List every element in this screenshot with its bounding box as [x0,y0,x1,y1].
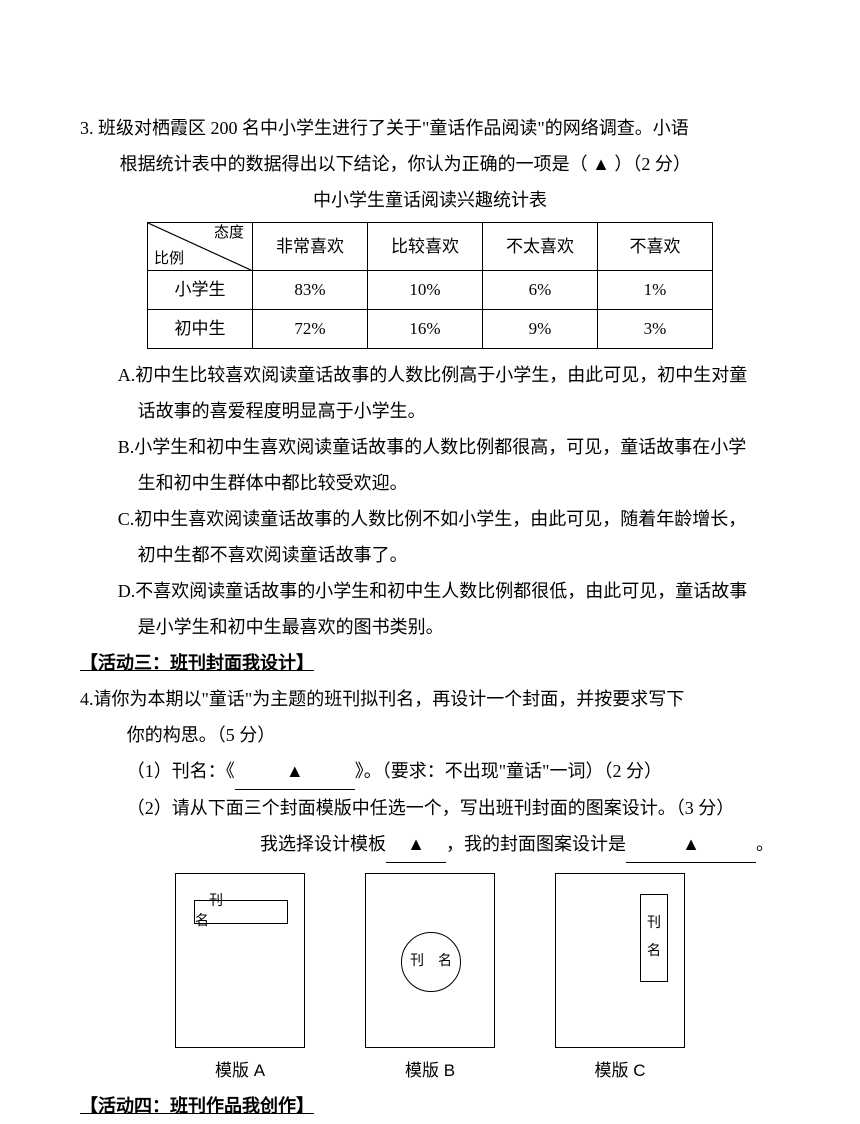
template-c-box: 刊 名 [555,873,685,1048]
diag-header-cell: 态度 比例 [148,223,253,271]
template-b-circle: 刊 名 [401,932,461,992]
interest-table: 态度 比例 非常喜欢 比较喜欢 不太喜欢 不喜欢 小学生 83% 10% 6% … [147,222,713,349]
cell: 1% [598,271,713,310]
template-b: 刊 名 模版 B [365,873,495,1088]
question-3: 3. 班级对栖霞区 200 名中小学生进行了关于"童话作品阅读"的网络调查。小语… [80,110,780,645]
col-header: 不太喜欢 [483,223,598,271]
template-a-box: 刊 名 [175,873,305,1048]
template-c-title: 刊 名 [640,894,668,982]
q4-sub2: （2）请从下面三个封面模版中任选一个，写出班刊封面的图案设计。（3 分） [80,790,780,826]
q3-table-title: 中小学生童话阅读兴趣统计表 [80,182,780,218]
option-b-line2: 生和初中生群体中都比较受欢迎。 [80,465,780,501]
option-c-line1: C.初中生喜欢阅读童话故事的人数比例不如小学生，由此可见，随着年龄增长， [80,501,780,537]
template-a: 刊 名 模版 A [175,873,305,1088]
template-b-title: 刊 名 [410,948,452,976]
fill-text-1: 我选择设计模板 [260,834,386,854]
cell: 72% [253,310,368,349]
cell: 6% [483,271,598,310]
fill-text-2: ，我的封面图案设计是 [446,834,626,854]
template-c-label: 模版 C [595,1054,646,1088]
cell: 10% [368,271,483,310]
template-a-title: 刊 名 [194,900,288,924]
tc-char2: 名 [647,938,661,966]
cell: 16% [368,310,483,349]
q4-num: 4. [80,689,94,709]
diag-bottom-label: 比例 [154,249,184,270]
table-row: 小学生 83% 10% 6% 1% [148,271,713,310]
col-header: 不喜欢 [598,223,713,271]
option-d-line1: D.不喜欢阅读童话故事的小学生和初中生人数比例都很低，由此可见，童话故事 [80,573,780,609]
col-header: 非常喜欢 [253,223,368,271]
table-row: 态度 比例 非常喜欢 比较喜欢 不太喜欢 不喜欢 [148,223,713,271]
cell: 83% [253,271,368,310]
template-b-label: 模版 B [405,1054,455,1088]
q4-s1a: （1）刊名：《 [127,761,235,781]
option-a-line2: 话故事的喜爱程度明显高于小学生。 [80,393,780,429]
q3-text1: 班级对栖霞区 200 名中小学生进行了关于"童话作品阅读"的网络调查。小语 [98,118,689,138]
cell: 3% [598,310,713,349]
option-a-line1: A.初中生比较喜欢阅读童话故事的人数比例高于小学生，由此可见，初中生对童 [80,357,780,393]
option-c-line2: 初中生都不喜欢阅读童话故事了。 [80,537,780,573]
diag-top-label: 态度 [214,223,244,244]
q4-text2: 你的构思。（5 分） [80,717,780,753]
q4-sub1: （1）刊名：《▲》。（要求：不出现"童话"一词）（2 分） [80,753,780,790]
row-label: 小学生 [148,271,253,310]
q4-text1: 请你为本期以"童话"为主题的班刊拟刊名，再设计一个封面，并按要求写下 [94,689,685,709]
template-b-box: 刊 名 [365,873,495,1048]
cell: 9% [483,310,598,349]
blank: ▲ [386,826,446,863]
row-label: 初中生 [148,310,253,349]
fill-text-3: 。 [756,834,774,854]
q4-fill: 我选择设计模板▲，我的封面图案设计是▲。 [80,826,780,863]
blank: ▲ [626,826,756,863]
option-b-line1: B.小学生和初中生喜欢阅读童话故事的人数比例都很高，可见，童话故事在小学 [80,429,780,465]
col-header: 比较喜欢 [368,223,483,271]
template-a-label: 模版 A [215,1054,265,1088]
blank: ▲ [235,753,355,790]
question-4: 4.请你为本期以"童话"为主题的班刊拟刊名，再设计一个封面，并按要求写下 你的构… [80,681,780,1088]
table-row: 初中生 72% 16% 9% 3% [148,310,713,349]
option-d-line2: 是小学生和初中生最喜欢的图书类别。 [80,609,780,645]
q3-line1: 3. 班级对栖霞区 200 名中小学生进行了关于"童话作品阅读"的网络调查。小语 [80,110,780,146]
q3-num: 3. [80,118,94,138]
q3-text2: 根据统计表中的数据得出以下结论，你认为正确的一项是（ ▲ ）（2 分） [80,146,780,182]
q4-line1: 4.请你为本期以"童话"为主题的班刊拟刊名，再设计一个封面，并按要求写下 [80,681,780,717]
q4-s1b: 》。（要求：不出现"童话"一词）（2 分） [355,761,662,781]
activity-3-heading: 【活动三：班刊封面我设计】 [80,645,780,681]
tc-char1: 刊 [647,910,661,938]
activity-4-heading: 【活动四：班刊作品我创作】 [80,1088,780,1124]
template-c: 刊 名 模版 C [555,873,685,1088]
template-row: 刊 名 模版 A 刊 名 模版 B 刊 名 模版 C [80,873,780,1088]
